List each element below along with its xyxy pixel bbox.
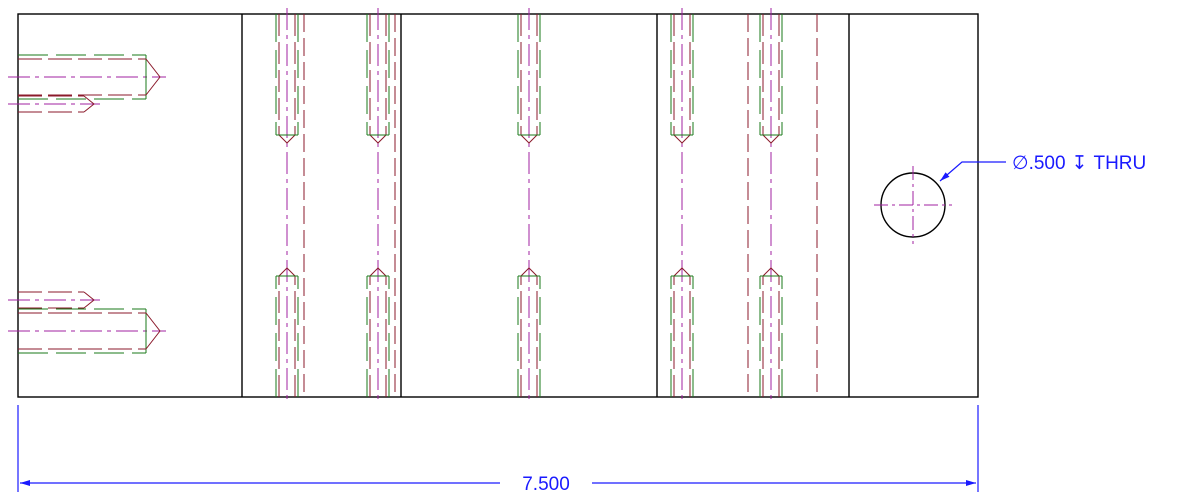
drill-point: [83, 291, 95, 309]
drill-point-bottom: [278, 267, 296, 277]
horizontal-hole: [8, 308, 166, 354]
depth-symbol: ↧: [1072, 153, 1088, 174]
through-hidden-lines: [303, 14, 818, 397]
overall-width-dimension: [17, 405, 979, 492]
tapped-hole-pair: [275, 8, 299, 404]
drill-point-top: [762, 134, 780, 144]
hole-callout: ∅.500 ↧ THRU: [939, 153, 1146, 182]
through-hole: [874, 166, 952, 244]
hole-callout-label: ∅.500 ↧ THRU: [1012, 153, 1146, 174]
drill-point-top: [673, 134, 691, 144]
left-side-tapped-holes: [8, 54, 166, 354]
drill-point: [145, 312, 161, 350]
overall-width-value: 7.500: [522, 474, 570, 495]
drill-point-top: [278, 134, 296, 144]
drill-point-bottom: [762, 267, 780, 277]
part-outline: [17, 13, 979, 398]
thru-label: THRU: [1093, 153, 1146, 174]
drill-point-top: [520, 134, 538, 144]
tapped-hole-pair: [759, 8, 783, 404]
drill-point-bottom: [673, 267, 691, 277]
drill-point-top: [369, 134, 387, 144]
diameter-symbol: ∅: [1012, 153, 1029, 174]
drill-point: [83, 95, 95, 113]
drill-point: [145, 58, 161, 96]
outer-rectangle: [17, 13, 979, 398]
tapped-hole-pair: [670, 8, 694, 404]
tapped-hole-pair: [517, 8, 541, 404]
vertical-tapped-holes: [275, 8, 783, 404]
leader-line: [939, 161, 1006, 182]
drill-point-bottom: [520, 267, 538, 277]
horizontal-hole: [8, 291, 100, 309]
horizontal-hole: [8, 54, 166, 100]
diameter-value: .500: [1029, 153, 1066, 174]
tapped-hole-pair: [366, 8, 390, 404]
horizontal-hole: [8, 95, 100, 113]
drill-point-bottom: [369, 267, 387, 277]
